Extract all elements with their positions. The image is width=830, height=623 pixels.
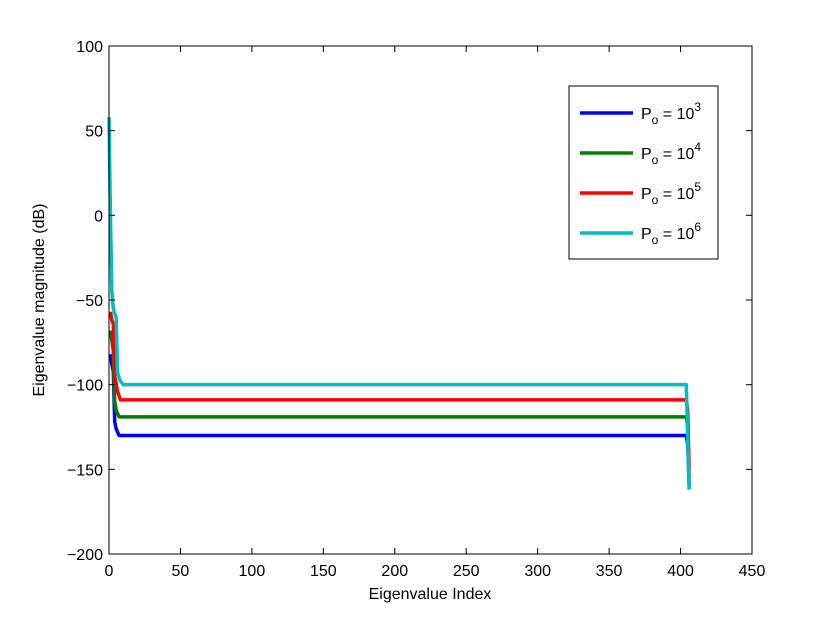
series-layer [107,117,691,490]
x-tick-label: 200 [381,563,408,580]
x-tick-label: 300 [524,563,551,580]
y-tick-label: −150 [67,462,103,479]
legend-label-4: Po = 106 [641,220,701,247]
x-tick-label: 0 [105,563,114,580]
y-axis: 100 50 0 −50 −100 −150 −200 [67,39,752,564]
x-tick-label: 150 [310,563,337,580]
x-tick-label: 50 [172,563,190,580]
x-tick-label: 450 [739,563,766,580]
x-tick-label: 400 [667,563,694,580]
legend: Po = 103 Po = 104 Po = 105 Po = 106 [568,85,719,260]
x-tick-label: 100 [239,563,266,580]
x-axis-label: Eigenvalue Index [369,586,492,603]
y-tick-label: 50 [85,124,103,141]
x-tick-label: 350 [596,563,623,580]
y-tick-label: 0 [94,208,103,225]
legend-label-3: Po = 105 [641,180,701,207]
x-axis: 0 50 100 150 200 250 300 350 400 450 [105,46,766,580]
legend-box [568,85,719,260]
legend-label-1: Po = 103 [641,100,701,127]
legend-label-2: Po = 104 [641,140,701,167]
y-tick-label: −50 [76,293,103,310]
y-tick-label: 100 [76,39,103,56]
y-axis-label: Eigenvalue magnitude (dB) [31,203,48,396]
x-tick-label: 250 [453,563,480,580]
series-line-4 [107,117,691,490]
y-tick-label: −200 [67,547,103,564]
y-tick-label: −100 [67,378,103,395]
